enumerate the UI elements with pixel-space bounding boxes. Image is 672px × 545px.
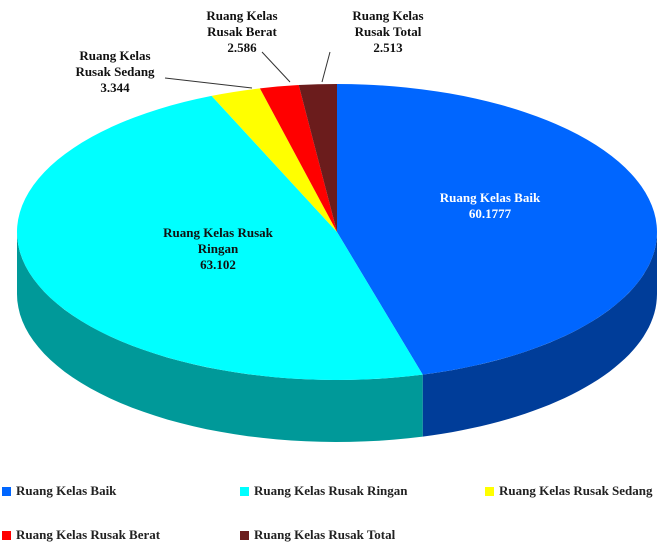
legend-label: Ruang Kelas Rusak Total (254, 527, 396, 542)
slice (211, 88, 337, 232)
legend-label: Ruang Kelas Rusak Ringan (254, 483, 408, 498)
data-label: Ruang Kelas Baik 60.1777 (405, 190, 575, 222)
slice (259, 85, 337, 232)
leader-line (164, 77, 253, 89)
slice (298, 84, 337, 232)
legend-item: Ruang Kelas Rusak Sedang (485, 483, 653, 499)
legend-label: Ruang Kelas Rusak Sedang (499, 483, 653, 498)
legend-swatch (2, 530, 11, 540)
slice-side (17, 232, 423, 442)
slice-side (422, 232, 657, 437)
legend-label: Ruang Kelas Rusak Berat (16, 527, 161, 542)
slice (17, 95, 423, 380)
data-label-name: Ruang Kelas Rusak Total (352, 8, 424, 39)
pie-sides (17, 232, 657, 442)
data-label-name: Ruang Kelas Rusak Sedang (75, 48, 155, 79)
data-label-value: 63.102 (200, 257, 236, 272)
legend-swatch (485, 486, 494, 496)
legend-item: Ruang Kelas Rusak Ringan (240, 483, 408, 499)
data-label-value: 60.1777 (468, 206, 512, 221)
data-label: Ruang Kelas Rusak Total 2.513 (343, 8, 433, 56)
data-label-name: Ruang Kelas Baik (439, 190, 541, 205)
data-label-name: Ruang Kelas Rusak Ringan (163, 225, 273, 256)
data-label: Ruang Kelas Rusak Ringan 63.102 (163, 225, 273, 273)
data-label: Ruang Kelas Rusak Sedang 3.344 (65, 48, 165, 96)
legend-label: Ruang Kelas Baik (16, 483, 117, 498)
legend-swatch (240, 486, 249, 496)
data-label-value: 2.586 (227, 40, 257, 55)
leader-line (261, 51, 291, 83)
data-label: Ruang Kelas Rusak Berat 2.586 (197, 8, 287, 56)
data-label-value: 3.344 (100, 80, 130, 95)
slice (337, 84, 657, 375)
legend-item: Ruang Kelas Rusak Total (240, 527, 395, 543)
leader-line (321, 51, 331, 83)
data-label-name: Ruang Kelas Rusak Berat (206, 8, 278, 39)
legend-item: Ruang Kelas Baik (2, 483, 116, 499)
legend-swatch (240, 530, 249, 540)
legend-swatch (2, 486, 11, 496)
data-label-value: 2.513 (373, 40, 403, 55)
legend-item: Ruang Kelas Rusak Berat (2, 527, 160, 543)
